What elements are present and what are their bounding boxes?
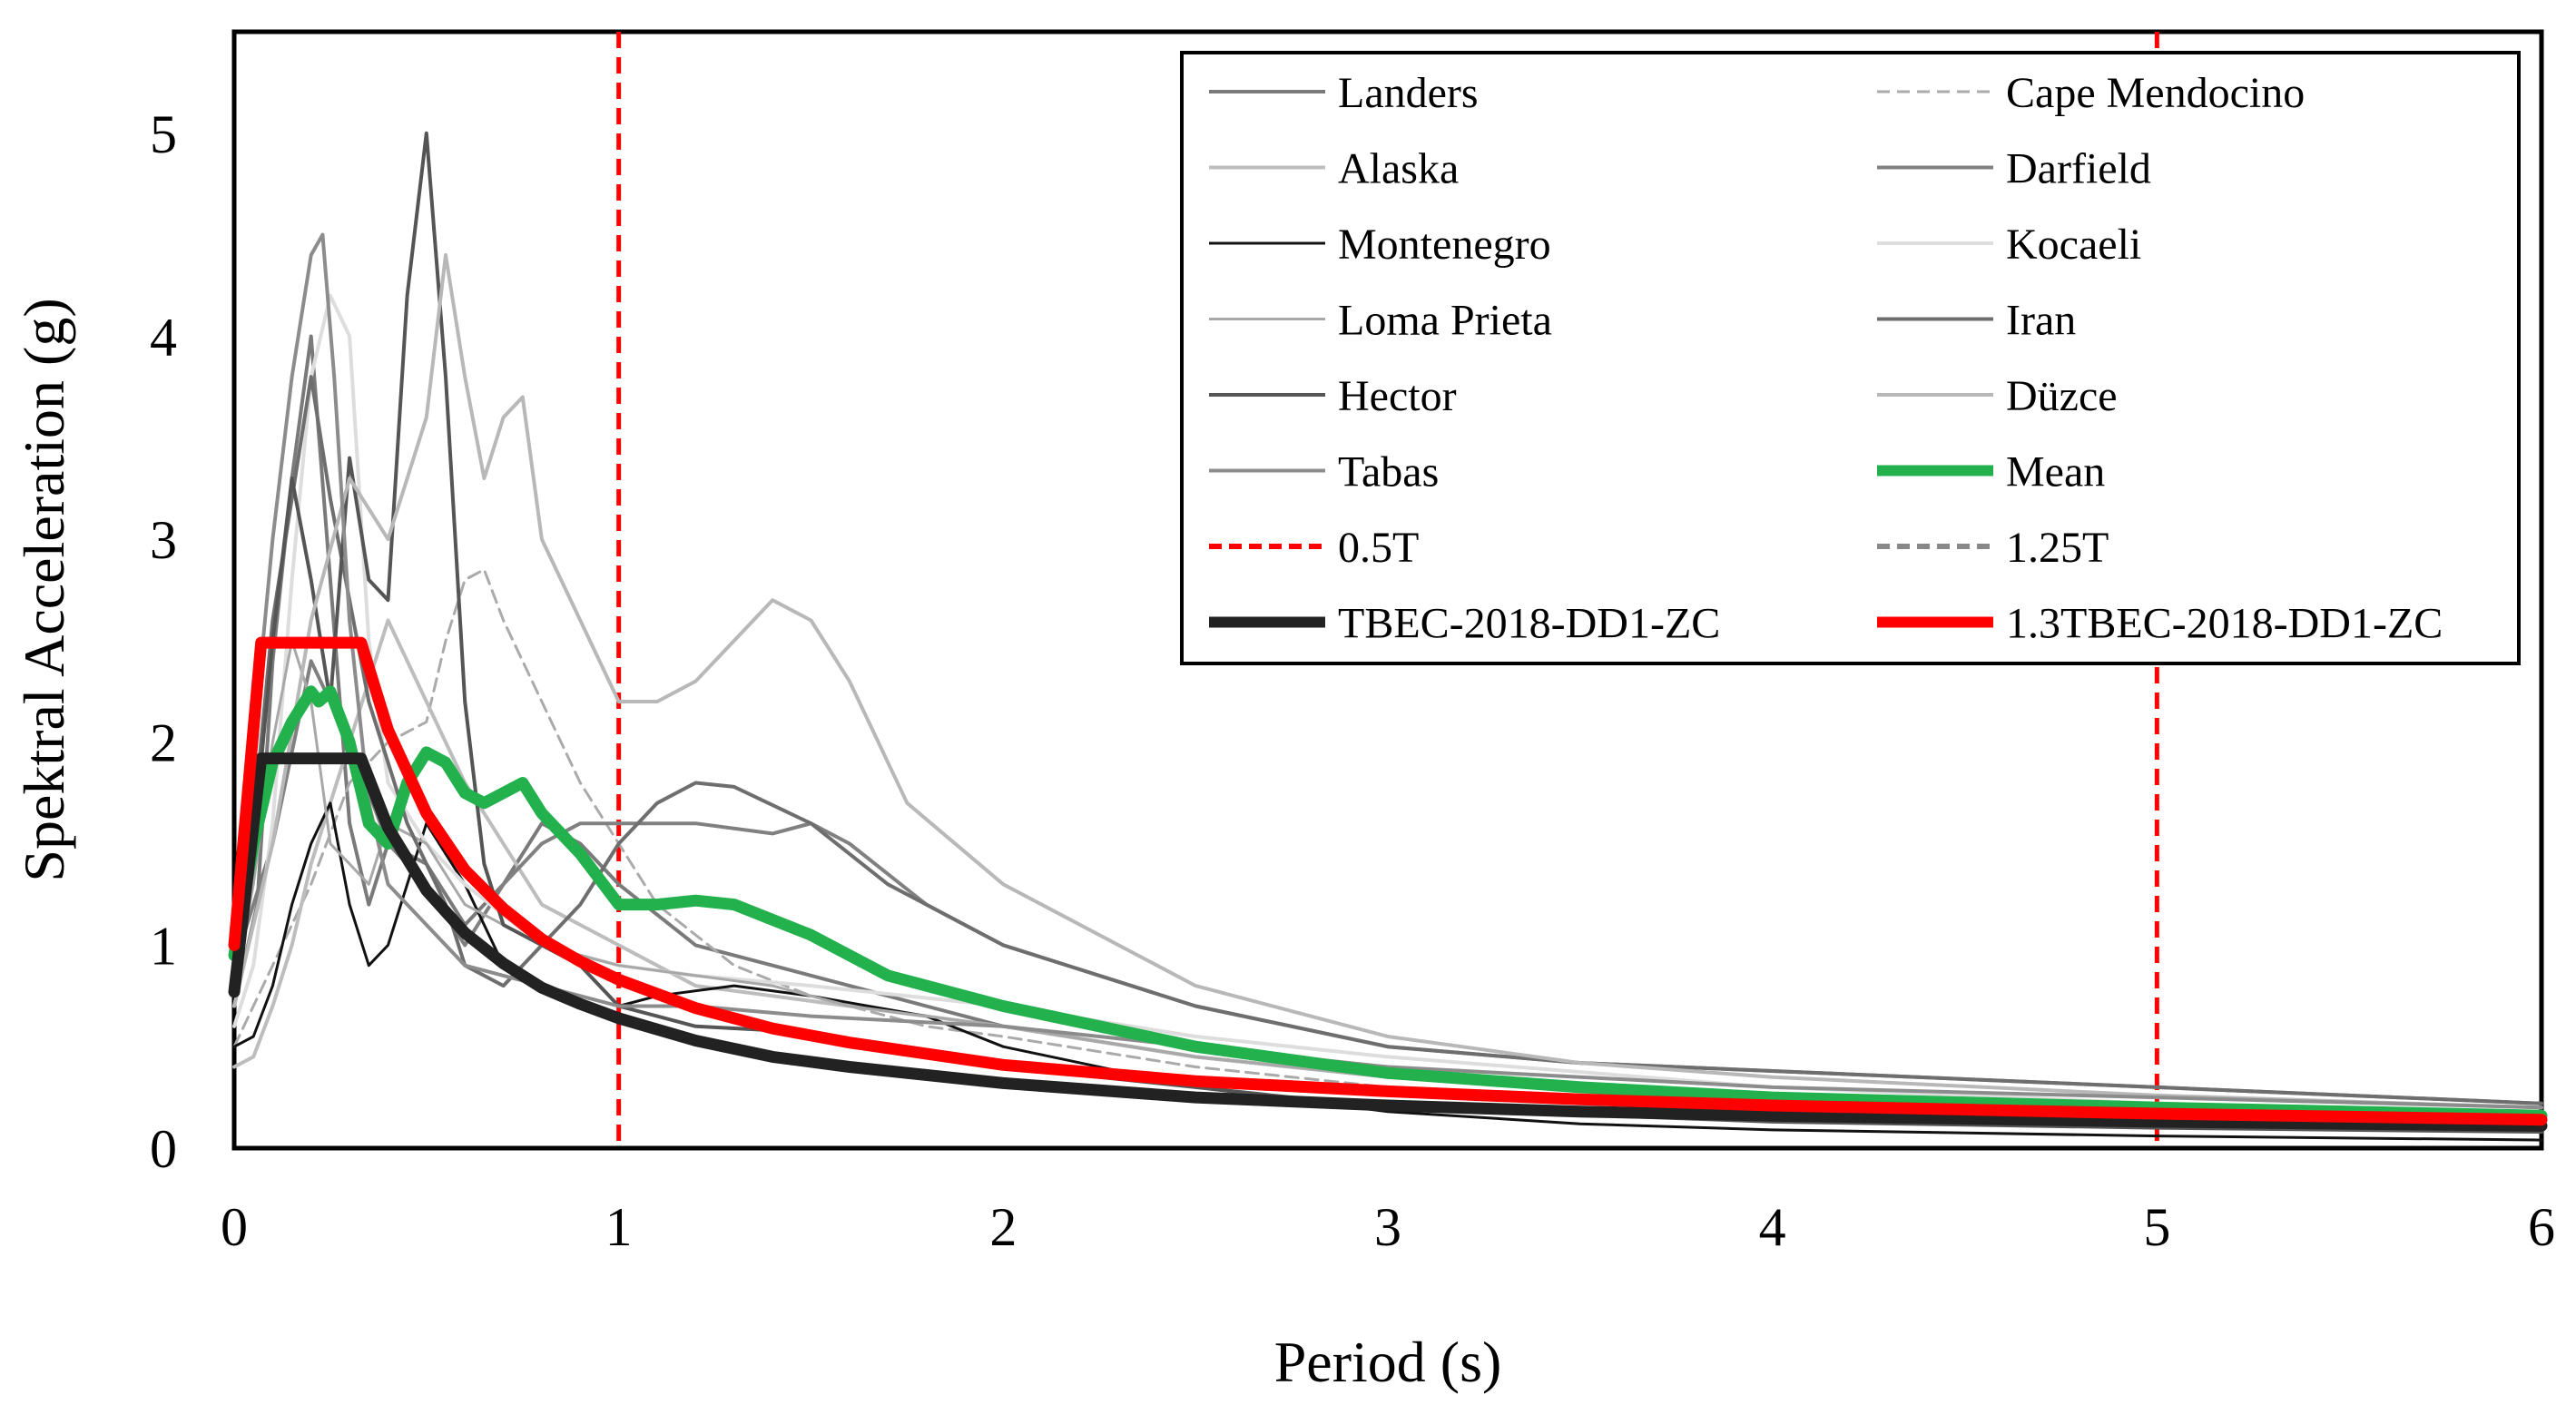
legend-label-iran: Iran — [2006, 297, 2076, 345]
series-line-mean — [228, 685, 2548, 1122]
y-tick-label: 0 — [150, 1119, 177, 1179]
legend-label-tabas: Tabas — [1338, 448, 1439, 496]
y-axis-title: Spektral Acceleration (g) — [12, 298, 76, 881]
series-line-1-3tbec-2018-dd1-zc — [228, 636, 2548, 1126]
legend-label-mean: Mean — [2006, 448, 2105, 496]
legend-label-0-5t: 0.5T — [1338, 524, 1419, 572]
x-tick-label: 0 — [221, 1197, 248, 1257]
legend: Landers Cape Mendocino Alaska Darfield Monte… — [1180, 51, 2521, 665]
y-tick-label: 3 — [150, 510, 177, 570]
x-axis-title: Period (s) — [1274, 1330, 1502, 1394]
legend-label-cape-mendocino: Cape Mendocino — [2006, 69, 2305, 117]
x-tick-label: 6 — [2528, 1197, 2555, 1257]
legend-label-hector: Hector — [1338, 372, 1457, 420]
series-line-tbec-2018-dd1-zc — [228, 752, 2548, 1132]
legend-label-1-3tbec-2018-dd1-zc: 1.3TBEC-2018-DD1-ZC — [2006, 600, 2443, 648]
y-tick-label: 4 — [150, 307, 177, 367]
x-tick-label: 4 — [1759, 1197, 1786, 1257]
y-tick-label: 5 — [150, 104, 177, 164]
x-tick-label: 3 — [1374, 1197, 1401, 1257]
legend-label-tbec-2018-dd1-zc: TBEC-2018-DD1-ZC — [1338, 600, 1720, 648]
axis-layer: 0 1 2 3 4 5 6 0 1 2 3 4 5 — [150, 104, 2555, 1257]
x-tick-label: 5 — [2143, 1197, 2170, 1257]
series-line-d-zce — [232, 253, 2543, 1110]
legend-label-d-zce: Düzce — [2006, 372, 2118, 420]
legend-label-1-25t: 1.25T — [2006, 524, 2109, 572]
legend-label-montenegro: Montenegro — [1338, 221, 1551, 269]
legend-label-loma-prieta: Loma Prieta — [1338, 297, 1552, 345]
legend-label-landers: Landers — [1338, 69, 1479, 117]
legend-label-kocaeli: Kocaeli — [2006, 221, 2141, 269]
y-tick-label: 2 — [150, 713, 177, 773]
legend-box — [1180, 51, 2521, 665]
series-line-cape-mendocino — [232, 568, 2543, 1134]
x-tick-label: 1 — [605, 1197, 633, 1257]
legend-label-darfield: Darfield — [2006, 145, 2151, 193]
x-tick-label: 2 — [989, 1197, 1017, 1257]
legend-label-alaska: Alaska — [1338, 145, 1459, 193]
y-tick-label: 1 — [150, 916, 177, 976]
series-layer — [228, 131, 2548, 1142]
